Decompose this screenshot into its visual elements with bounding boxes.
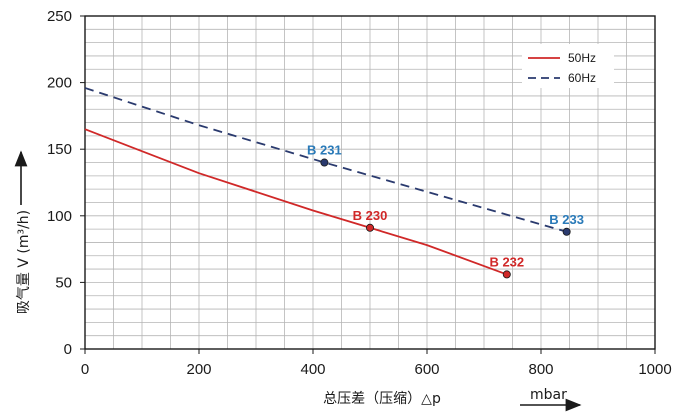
legend-label-60hz: 60Hz	[568, 71, 596, 85]
point-markers: B 230 B 232 B 231 B 233	[307, 143, 584, 279]
y-tick-label: 150	[47, 141, 72, 158]
x-axis-title: 总压差（压缩）△p	[323, 391, 441, 407]
y-tick-label: 250	[47, 8, 72, 25]
y-tick-label: 50	[55, 274, 72, 291]
point-label-b-230: B 230	[353, 208, 388, 223]
series-line-50hz	[84, 128, 508, 276]
point-marker-b-233	[562, 227, 571, 236]
x-tick-label: 1000	[638, 361, 671, 378]
legend: 50Hz 60Hz	[522, 44, 614, 88]
point-marker-b-230	[365, 223, 374, 232]
y-axis-title: 吸气量 V (m³/h)	[16, 210, 32, 314]
x-tick-label: 600	[414, 361, 439, 378]
series-line-60hz	[84, 87, 567, 233]
x-tick-label: 0	[81, 361, 89, 378]
point-label-b-231: B 231	[307, 143, 342, 158]
point-label-b-233: B 233	[549, 212, 584, 227]
point-marker-b-231	[320, 158, 329, 167]
x-tick-label: 800	[528, 361, 553, 378]
series-layer	[84, 87, 567, 276]
x-tick-label: 200	[186, 361, 211, 378]
y-tick-label: 100	[47, 208, 72, 225]
legend-box	[522, 44, 614, 88]
x-tick-label: 400	[300, 361, 325, 378]
y-tick-label: 0	[64, 341, 72, 358]
point-marker-b-232	[502, 270, 511, 279]
x-axis-unit: mbar	[530, 387, 567, 403]
legend-label-50hz: 50Hz	[568, 51, 596, 65]
point-label-b-232: B 232	[489, 254, 524, 269]
y-tick-label: 200	[47, 75, 72, 92]
plot-frame	[84, 15, 656, 350]
axis-ticks: 0 200 400 600 800 1000 0 50 100 150 200 250	[47, 8, 672, 378]
